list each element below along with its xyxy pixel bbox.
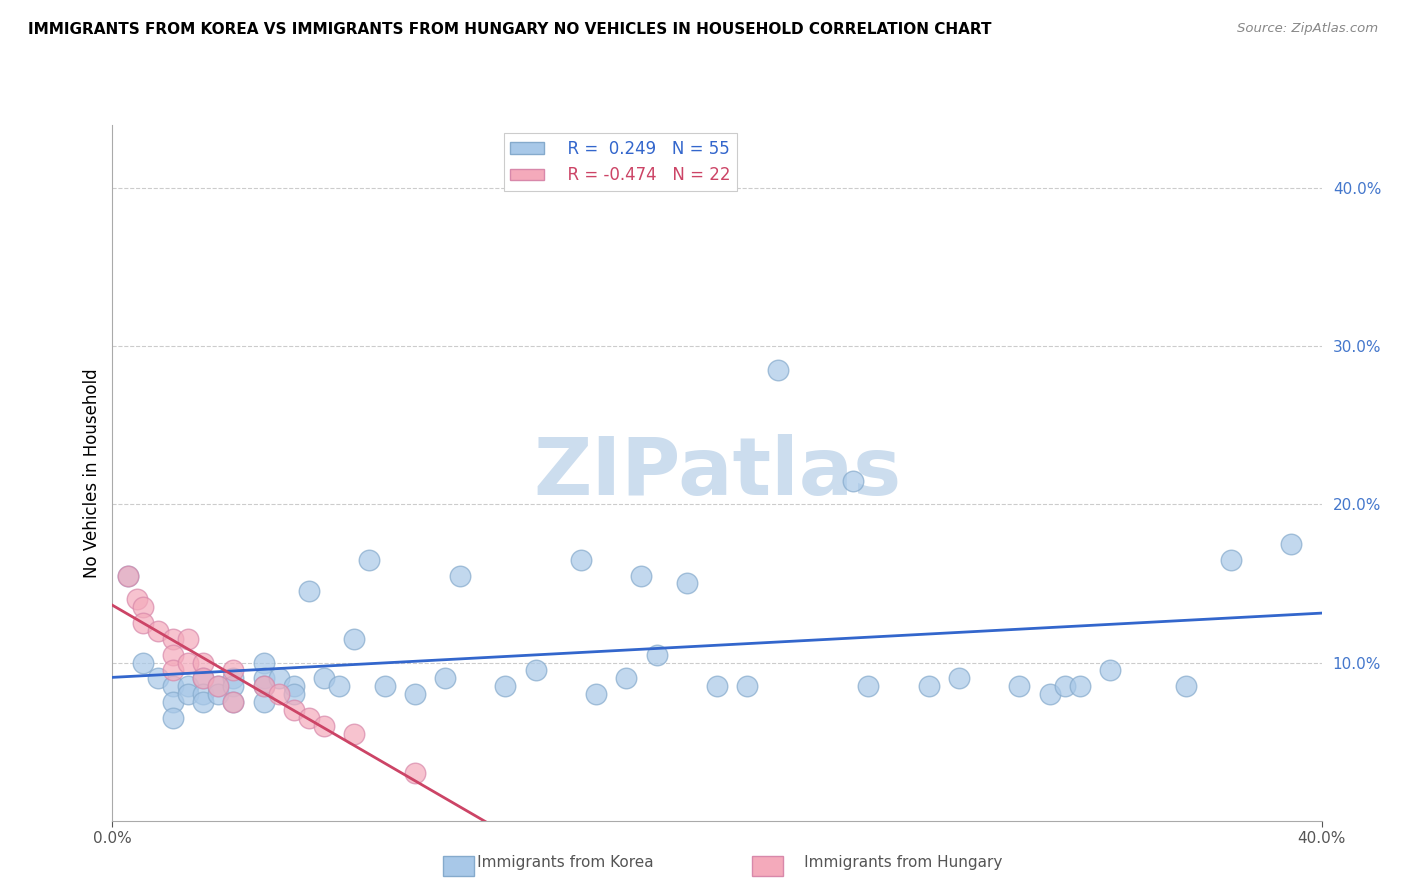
Text: Immigrants from Hungary: Immigrants from Hungary [769,855,1002,870]
Point [125,592,148,607]
Point [298,711,321,725]
Point [191,695,214,709]
Point [146,671,169,685]
Point [253,679,276,693]
Point [1069,679,1091,693]
Point [191,671,214,685]
Point [616,671,638,685]
Point [283,687,305,701]
Legend:   R =  0.249   N = 55,   R = -0.474   N = 22: R = 0.249 N = 55, R = -0.474 N = 22 [503,133,737,191]
Point [253,695,276,709]
Point [162,695,184,709]
Point [177,632,200,646]
Point [918,679,941,693]
Point [222,695,245,709]
Point [856,679,880,693]
Point [630,568,652,582]
Point [1279,537,1302,551]
Point [177,687,200,701]
Point [842,474,865,488]
Point [1008,679,1031,693]
Point [298,584,321,599]
Point [645,648,668,662]
Text: ZIPatlas: ZIPatlas [533,434,901,512]
Point [374,679,396,693]
Point [132,615,155,630]
Point [524,664,547,678]
Point [222,664,245,678]
Point [1174,679,1197,693]
Point [162,679,184,693]
Point [162,711,184,725]
Point [283,679,305,693]
Point [328,679,350,693]
Point [222,671,245,685]
Point [675,576,697,591]
Point [737,679,759,693]
Y-axis label: No Vehicles in Household: No Vehicles in Household [83,368,101,578]
Point [117,568,139,582]
Point [314,719,336,733]
Point [162,632,184,646]
Point [1220,552,1243,567]
Text: IMMIGRANTS FROM KOREA VS IMMIGRANTS FROM HUNGARY NO VEHICLES IN HOUSEHOLD CORREL: IMMIGRANTS FROM KOREA VS IMMIGRANTS FROM… [28,22,991,37]
Point [253,656,276,670]
Point [267,671,290,685]
Point [1098,664,1121,678]
Text: Immigrants from Korea: Immigrants from Korea [443,855,654,870]
Point [191,687,214,701]
Point [706,679,728,693]
Text: Source: ZipAtlas.com: Source: ZipAtlas.com [1237,22,1378,36]
Point [162,648,184,662]
Point [314,671,336,685]
Point [449,568,471,582]
Point [132,600,155,615]
Point [1053,679,1076,693]
Point [948,671,970,685]
Point [404,687,426,701]
Point [177,679,200,693]
Point [132,656,155,670]
Point [343,632,366,646]
Point [433,671,456,685]
Point [191,671,214,685]
Point [343,726,366,740]
Point [222,695,245,709]
Point [253,671,276,685]
Point [569,552,592,567]
Point [207,679,229,693]
Point [117,568,139,582]
Point [766,363,789,377]
Point [191,656,214,670]
Point [1038,687,1062,701]
Point [495,679,517,693]
Point [267,687,290,701]
Point [359,552,381,567]
Point [283,703,305,717]
Point [253,679,276,693]
Point [585,687,607,701]
Point [222,679,245,693]
Point [177,656,200,670]
Point [207,687,229,701]
Point [404,766,426,780]
Point [162,664,184,678]
Point [146,624,169,638]
Point [207,679,229,693]
